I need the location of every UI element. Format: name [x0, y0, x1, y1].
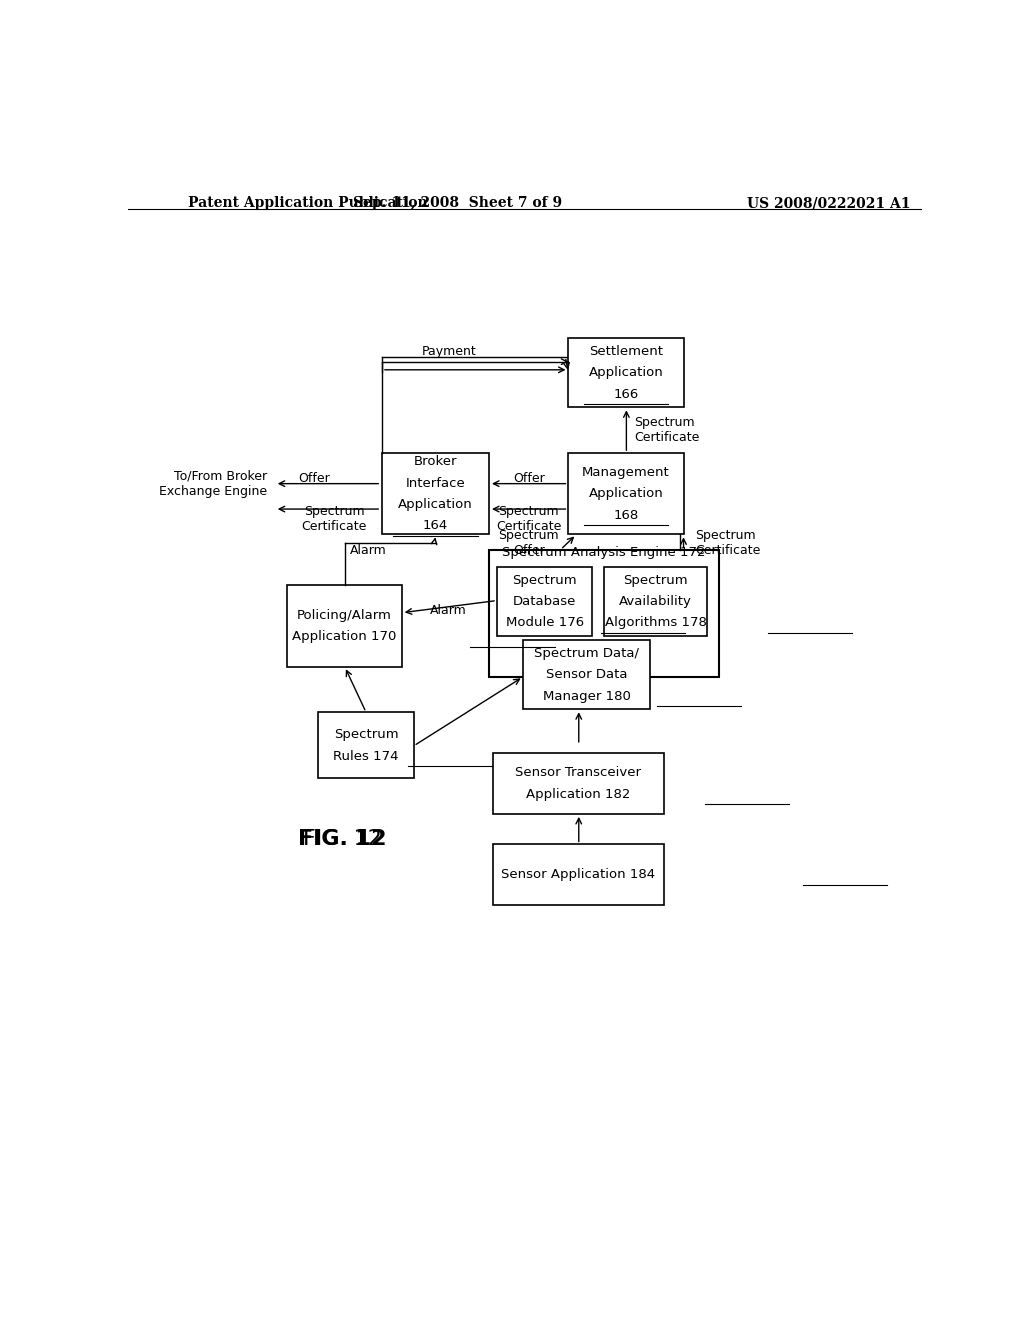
- Text: Broker: Broker: [414, 455, 458, 469]
- Bar: [497, 568, 592, 636]
- Bar: [494, 845, 664, 906]
- Text: Settlement: Settlement: [589, 345, 663, 358]
- Text: Application 182: Application 182: [526, 788, 631, 801]
- Text: Alarm: Alarm: [350, 544, 387, 557]
- Text: US 2008/0222021 A1: US 2008/0222021 A1: [748, 195, 910, 210]
- Text: Rules 174: Rules 174: [334, 750, 398, 763]
- Text: Module 176: Module 176: [506, 616, 584, 630]
- Text: Patent Application Publication: Patent Application Publication: [187, 195, 427, 210]
- Text: Spectrum: Spectrum: [512, 574, 577, 586]
- Text: Application: Application: [589, 367, 664, 379]
- Text: Spectrum: Spectrum: [334, 729, 398, 742]
- Text: FIG. 12: FIG. 12: [303, 829, 382, 849]
- Bar: [287, 585, 401, 667]
- Text: To/From Broker
Exchange Engine: To/From Broker Exchange Engine: [159, 470, 267, 498]
- Text: Manager 180: Manager 180: [543, 689, 631, 702]
- Text: Spectrum: Spectrum: [624, 574, 688, 586]
- Text: Spectrum
Certificate: Spectrum Certificate: [496, 506, 561, 533]
- Text: Spectrum
Certificate: Spectrum Certificate: [302, 506, 367, 533]
- Bar: [318, 713, 414, 779]
- Bar: [568, 338, 684, 408]
- Text: Database: Database: [513, 595, 577, 609]
- Text: Spectrum Analysis Engine 172: Spectrum Analysis Engine 172: [503, 546, 706, 560]
- Text: Application: Application: [398, 498, 473, 511]
- Text: Application 170: Application 170: [292, 630, 396, 643]
- Bar: [568, 453, 684, 535]
- Text: 168: 168: [613, 508, 639, 521]
- Bar: [489, 549, 719, 677]
- Text: Interface: Interface: [406, 477, 465, 490]
- Bar: [494, 752, 664, 814]
- Text: Algorithms 178: Algorithms 178: [605, 616, 707, 630]
- Text: Alarm: Alarm: [429, 605, 466, 618]
- Text: Offer: Offer: [513, 473, 545, 484]
- Bar: [604, 568, 708, 636]
- Text: Spectrum Data/: Spectrum Data/: [535, 647, 639, 660]
- Text: Policing/Alarm: Policing/Alarm: [297, 609, 392, 622]
- Text: Availability: Availability: [620, 595, 692, 609]
- Text: Spectrum
Certificate: Spectrum Certificate: [634, 416, 699, 444]
- Bar: [382, 453, 489, 535]
- Text: Management: Management: [582, 466, 670, 479]
- Text: Spectrum
Offer: Spectrum Offer: [499, 528, 559, 557]
- Text: Sensor Transceiver: Sensor Transceiver: [515, 767, 641, 779]
- Text: Payment: Payment: [422, 345, 476, 358]
- Bar: [523, 640, 650, 709]
- Text: Offer: Offer: [299, 473, 331, 484]
- Text: Sep. 11, 2008  Sheet 7 of 9: Sep. 11, 2008 Sheet 7 of 9: [353, 195, 562, 210]
- Text: Sensor Application 184: Sensor Application 184: [502, 869, 655, 882]
- Text: 164: 164: [423, 519, 449, 532]
- Text: Sensor Data: Sensor Data: [546, 668, 628, 681]
- Text: Spectrum
Certificate: Spectrum Certificate: [695, 528, 761, 557]
- Text: FIG. 12: FIG. 12: [298, 829, 386, 849]
- Text: 166: 166: [613, 388, 639, 401]
- Text: Application: Application: [589, 487, 664, 500]
